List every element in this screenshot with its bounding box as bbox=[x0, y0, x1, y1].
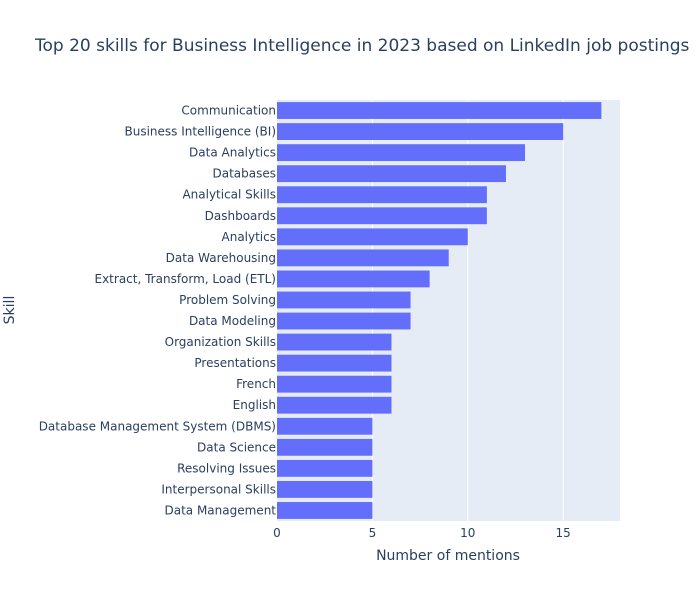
bar-7 bbox=[277, 249, 449, 267]
y-tick-label: Data Science bbox=[197, 440, 276, 454]
y-tick-label: Data Analytics bbox=[189, 146, 276, 160]
y-tick-label: Database Management System (DBMS) bbox=[39, 419, 276, 433]
x-tick-label: 5 bbox=[369, 526, 377, 540]
y-tick-label: Analytical Skills bbox=[182, 188, 276, 202]
bar-1 bbox=[277, 123, 564, 140]
y-tick-label: Organization Skills bbox=[165, 335, 276, 349]
y-tick-label: Dashboards bbox=[205, 209, 276, 223]
bar-19 bbox=[277, 502, 373, 519]
y-tick-label: Presentations bbox=[194, 356, 276, 370]
y-tick-label: Data Warehousing bbox=[166, 251, 276, 265]
plot-area bbox=[277, 100, 620, 521]
bar-12 bbox=[277, 354, 392, 372]
y-tick-label: French bbox=[236, 377, 276, 391]
bars bbox=[277, 102, 602, 519]
y-tick-label: Databases bbox=[212, 167, 276, 181]
x-tick-label: 0 bbox=[273, 526, 281, 540]
y-tick-label: Data Management bbox=[164, 503, 276, 517]
y-tick-label: Business Intelligence (BI) bbox=[125, 125, 277, 139]
x-axis-title: Number of mentions bbox=[376, 548, 520, 564]
bar-10 bbox=[277, 312, 411, 330]
bar-18 bbox=[277, 481, 373, 498]
bar-9 bbox=[277, 291, 411, 309]
chart-title: Top 20 skills for Business Intelligence … bbox=[34, 36, 690, 56]
bar-0 bbox=[277, 102, 602, 119]
y-tick-label: Interpersonal Skills bbox=[161, 482, 276, 496]
bar-15 bbox=[277, 417, 373, 435]
bar-16 bbox=[277, 438, 373, 456]
y-axis-title: Skill bbox=[2, 296, 18, 325]
bar-11 bbox=[277, 333, 392, 351]
bar-2 bbox=[277, 144, 526, 162]
bar-8 bbox=[277, 270, 430, 288]
bar-4 bbox=[277, 186, 487, 204]
y-tick-label: English bbox=[233, 398, 276, 412]
y-tick-label: Communication bbox=[181, 104, 276, 118]
x-tick-label: 10 bbox=[460, 526, 475, 540]
bar-14 bbox=[277, 396, 392, 414]
y-tick-label: Extract, Transform, Load (ETL) bbox=[95, 272, 277, 286]
y-tick-label: Resolving Issues bbox=[177, 461, 276, 475]
y-tick-label: Analytics bbox=[222, 230, 277, 244]
y-tick-label: Problem Solving bbox=[179, 293, 276, 307]
x-tick-labels: 0 5 10 15 bbox=[273, 526, 571, 540]
x-tick-label: 15 bbox=[556, 526, 571, 540]
bar-3 bbox=[277, 165, 506, 183]
bar-6 bbox=[277, 228, 468, 246]
bar-17 bbox=[277, 459, 373, 477]
y-tick-label: Data Modeling bbox=[189, 314, 276, 328]
bar-13 bbox=[277, 375, 392, 393]
y-tick-labels: Communication Business Intelligence (BI) D… bbox=[39, 104, 277, 518]
bar-5 bbox=[277, 207, 487, 225]
